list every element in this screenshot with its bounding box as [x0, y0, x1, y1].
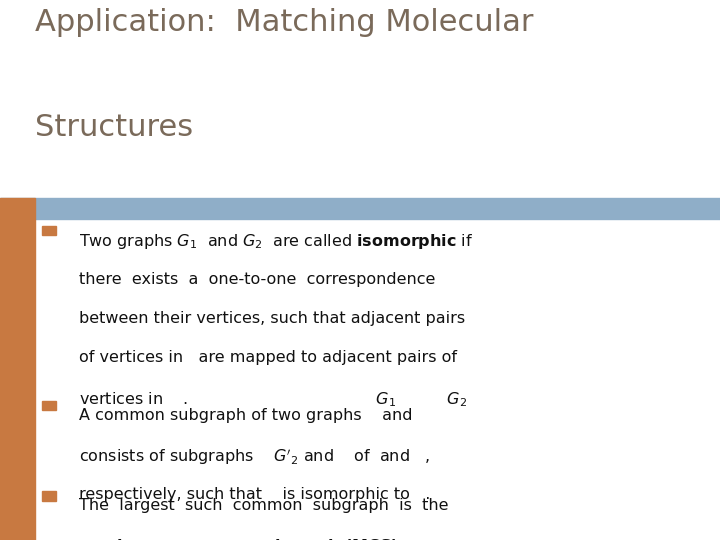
Bar — [0, 198, 720, 219]
Text: Structures: Structures — [35, 113, 193, 143]
Text: The  largest  such  common  subgraph  is  the: The largest such common subgraph is the — [79, 498, 449, 513]
Text: between their vertices, such that adjacent pairs: between their vertices, such that adjace… — [79, 311, 465, 326]
Text: consists of subgraphs    $G'_2$ and    of  and   ,: consists of subgraphs $G'_2$ and of and … — [79, 447, 430, 468]
Text: vertices in    .                                     $G_1$          $G_2$: vertices in . $G_1$ $G_2$ — [79, 390, 467, 409]
Text: $\mathbf{maximum\ common\ subgraph\ (MCS).}$: $\mathbf{maximum\ common\ subgraph\ (MCS… — [79, 537, 405, 540]
Bar — [42, 226, 56, 235]
Text: A common subgraph of two graphs    and: A common subgraph of two graphs and — [79, 408, 413, 423]
Text: Application:  Matching Molecular: Application: Matching Molecular — [35, 8, 533, 37]
Bar — [0, 219, 35, 540]
Text: Two graphs $G_1$  and $G_2$  are called $\mathit{\mathbf{isomorphic}}$ if: Two graphs $G_1$ and $G_2$ are called $\… — [79, 232, 473, 251]
Bar — [42, 491, 56, 501]
Bar — [42, 401, 56, 410]
Bar — [0, 198, 35, 219]
Text: there  exists  a  one-to-one  correspondence: there exists a one-to-one correspondence — [79, 272, 436, 287]
Text: respectively, such that    is isomorphic to   .: respectively, such that is isomorphic to… — [79, 487, 431, 502]
Text: of vertices in   are mapped to adjacent pairs of: of vertices in are mapped to adjacent pa… — [79, 350, 457, 366]
